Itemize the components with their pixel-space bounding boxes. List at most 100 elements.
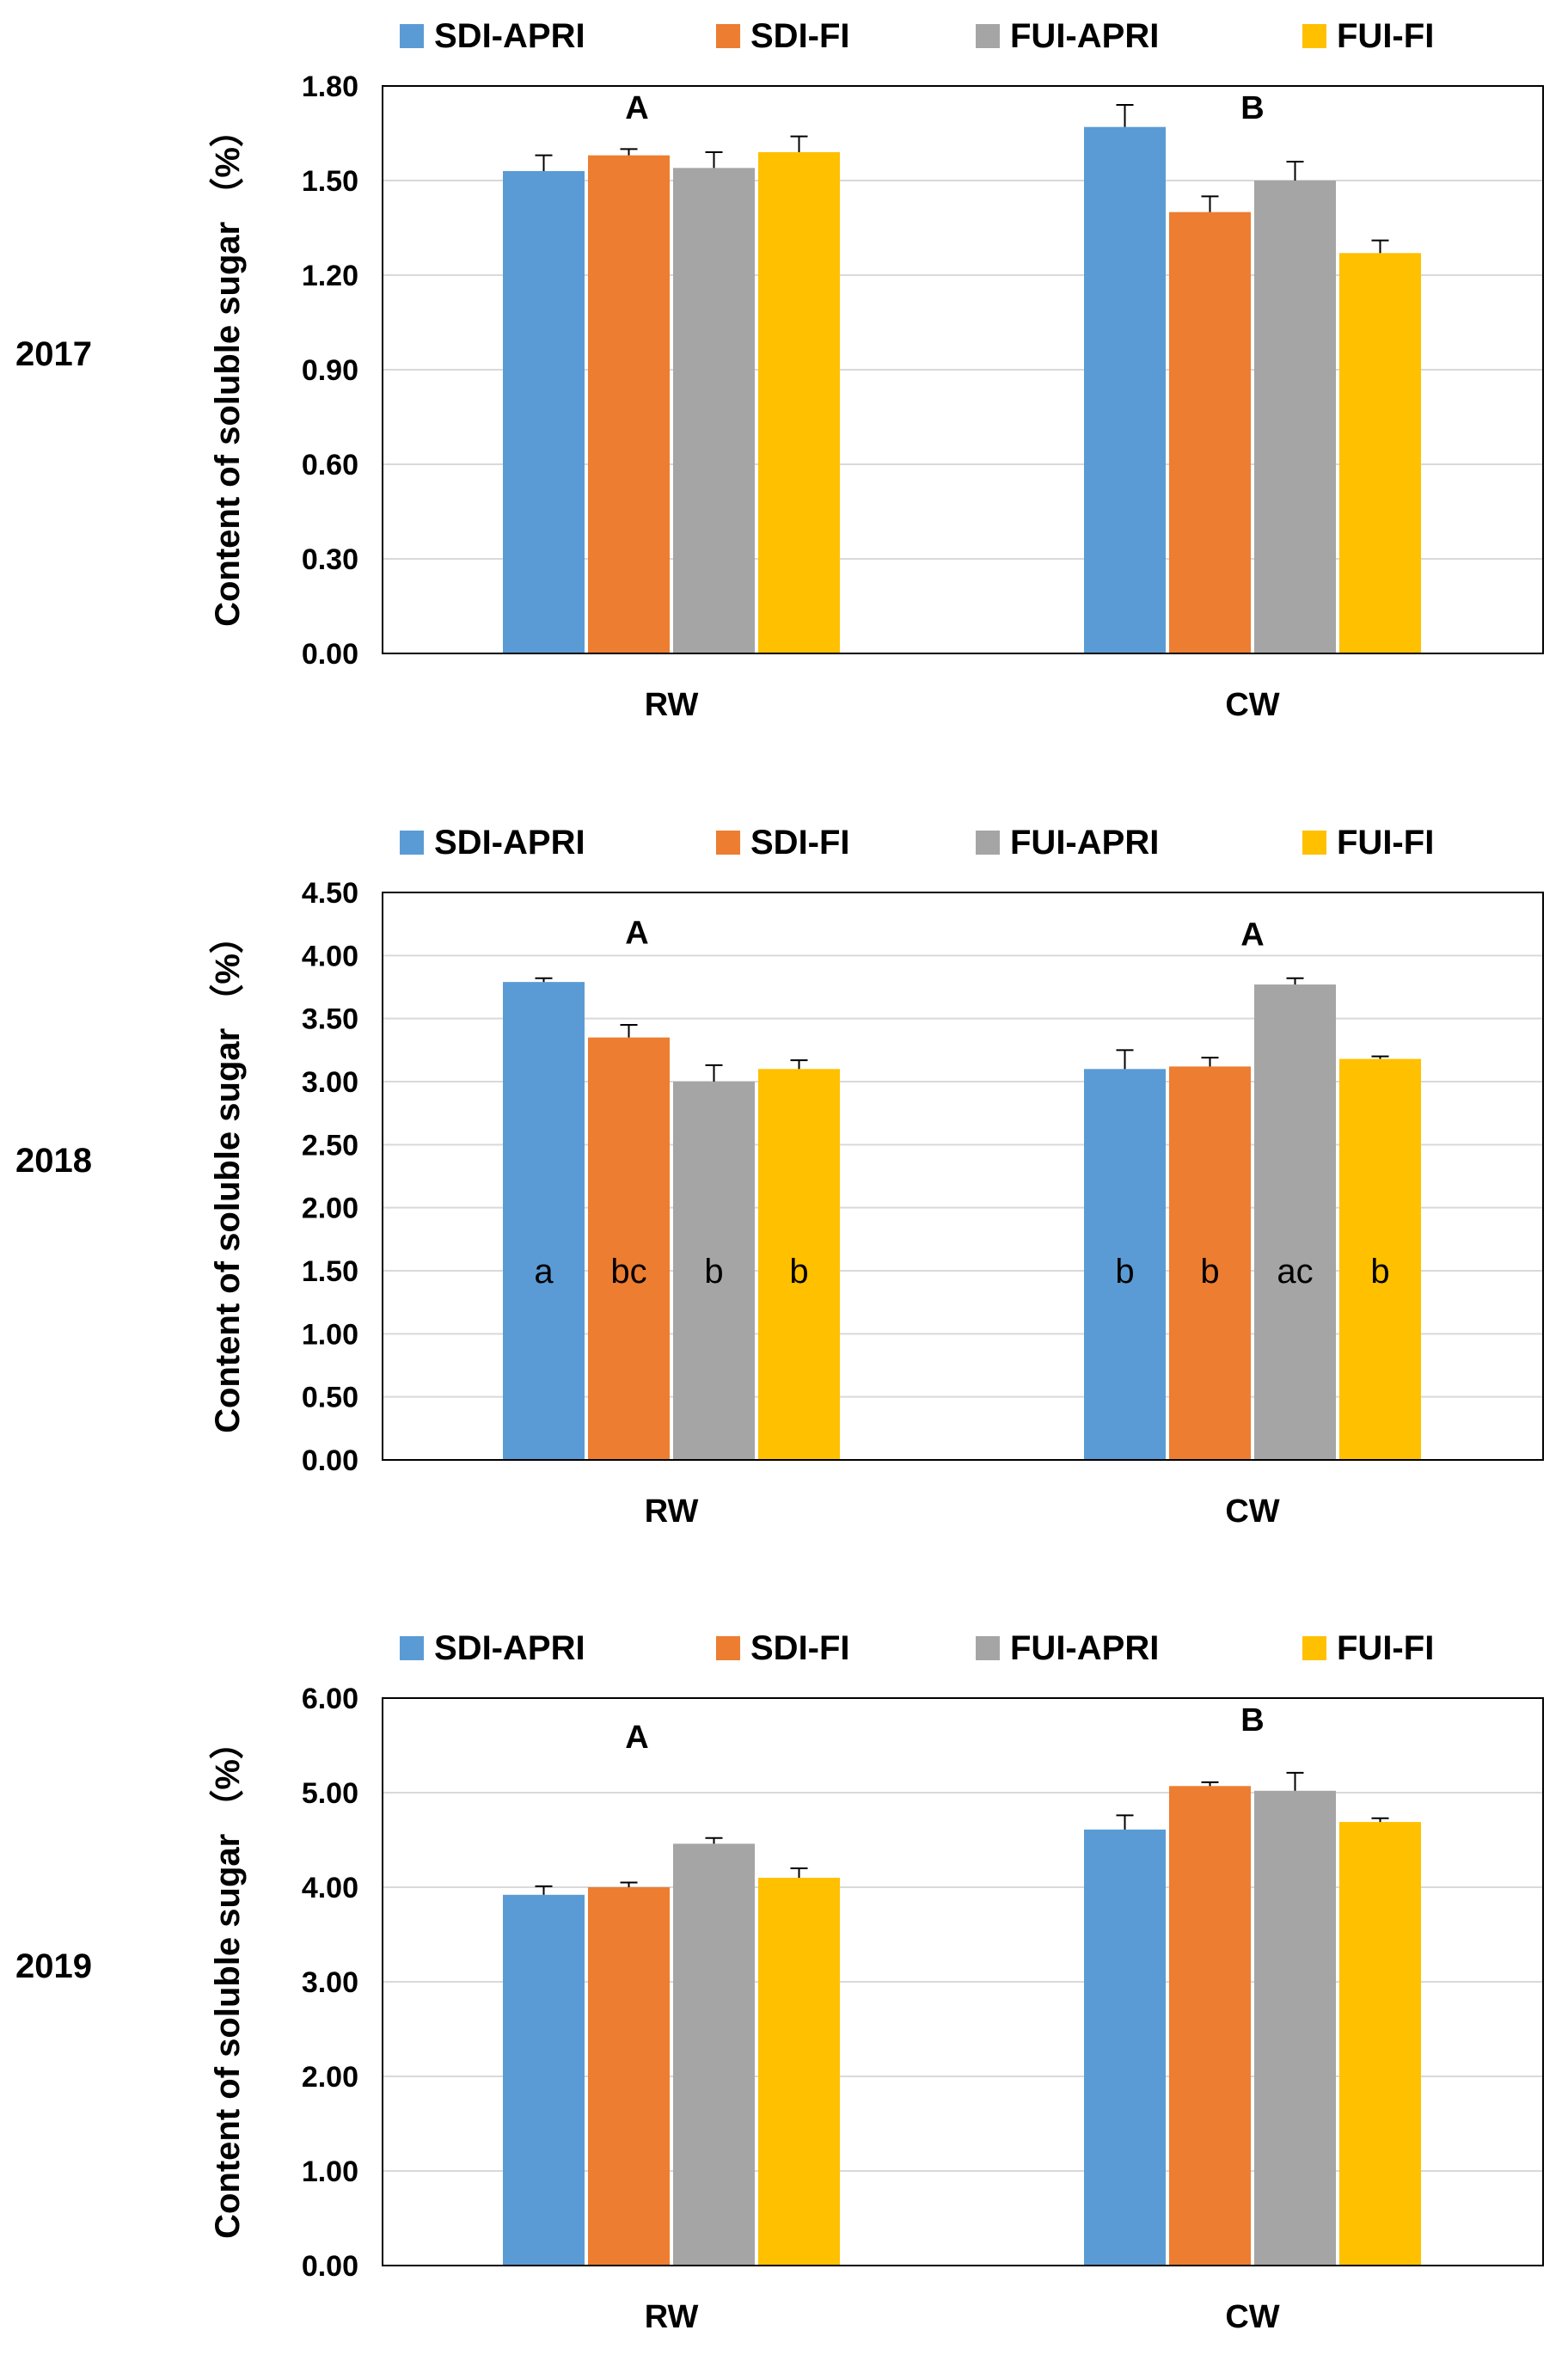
group-significance-letter: A xyxy=(625,90,648,126)
legend-swatch-sdi-apri xyxy=(400,1636,424,1660)
bar-sdi-apri-rw xyxy=(503,982,585,1460)
bar-fui-apri-rw xyxy=(673,1843,755,2266)
bar-significance-letter: ac xyxy=(1277,1253,1313,1291)
legend-label-sdi-fi: SDI-FI xyxy=(750,17,850,55)
legend-swatch-fui-apri xyxy=(976,831,1000,855)
bar-sdi-fi-rw xyxy=(588,155,670,653)
y-axis-label: Content of soluble sugar （%） xyxy=(209,1725,247,2239)
y-tick-label: 2.50 xyxy=(302,1129,358,1162)
legend-label-sdi-fi: SDI-FI xyxy=(750,824,850,862)
y-tick-label: 4.50 xyxy=(302,877,358,910)
y-tick-label: 3.00 xyxy=(302,1966,358,1999)
year-label: 2019 xyxy=(15,1947,92,1985)
group-significance-letter: B xyxy=(1240,90,1264,126)
legend-label-sdi-apri: SDI-APRI xyxy=(434,1629,585,1667)
y-tick-label: 0.90 xyxy=(302,354,358,387)
y-tick-label: 2.00 xyxy=(302,1193,358,1225)
group-significance-letter: A xyxy=(625,916,648,952)
bar-fui-fi-cw xyxy=(1339,1058,1421,1460)
y-tick-label: 1.50 xyxy=(302,1255,358,1288)
bar-sdi-fi-cw xyxy=(1169,1786,1251,2266)
y-tick-label: 0.60 xyxy=(302,449,358,481)
bar-significance-letter: bc xyxy=(610,1253,646,1291)
legend-label-fui-apri: FUI-APRI xyxy=(1010,17,1159,55)
legend-label-fui-fi: FUI-FI xyxy=(1337,17,1434,55)
legend-label-sdi-fi: SDI-FI xyxy=(750,1629,850,1667)
plot-frame xyxy=(382,892,1544,1461)
y-tick-label: 2.00 xyxy=(302,2061,358,2094)
bar-sdi-fi-cw xyxy=(1169,212,1251,653)
bar-fui-fi-rw xyxy=(758,152,840,653)
y-tick-label: 1.50 xyxy=(302,165,358,198)
bar-fui-apri-rw xyxy=(673,1082,755,1460)
bar-fui-fi-cw xyxy=(1339,253,1421,653)
y-tick-label: 1.00 xyxy=(302,1318,358,1351)
y-tick-label: 4.00 xyxy=(302,1872,358,1904)
group-significance-letter: B xyxy=(1240,1702,1264,1738)
bar-fui-apri-cw xyxy=(1254,984,1336,1460)
chart-panel-2018: 0.00 0.50 1.00 1.50 2.00 2.50 3.00 3.50 4.00 4.50… xyxy=(15,824,1544,1530)
bar-sdi-apri-rw xyxy=(503,171,585,653)
legend-swatch-sdi-apri xyxy=(400,24,424,48)
chart-panel-2017: 0.00 0.30 0.60 0.90 1.20 1.50 1.80 RW A CW B SDI-AP… xyxy=(15,17,1544,723)
bar-sdi-apri-cw xyxy=(1084,1829,1166,2266)
legend-swatch-fui-fi xyxy=(1302,1636,1326,1660)
legend-label-sdi-apri: SDI-APRI xyxy=(434,17,585,55)
y-tick-label: 0.00 xyxy=(302,2250,358,2283)
plot-frame xyxy=(382,1697,1544,2266)
bar-fui-apri-cw xyxy=(1254,181,1336,653)
x-category-label: RW xyxy=(645,687,699,723)
legend-swatch-fui-fi xyxy=(1302,24,1326,48)
x-category-label: CW xyxy=(1225,1493,1279,1530)
y-tick-label: 5.00 xyxy=(302,1777,358,1810)
y-tick-label: 4.00 xyxy=(302,940,358,972)
x-category-label: CW xyxy=(1225,2299,1279,2335)
bar-sdi-fi-rw xyxy=(588,1887,670,2266)
bar-fui-fi-cw xyxy=(1339,1822,1421,2266)
legend-swatch-sdi-apri xyxy=(400,831,424,855)
y-tick-label: 0.50 xyxy=(302,1382,358,1414)
plot-frame xyxy=(382,85,1544,654)
y-tick-label: 3.00 xyxy=(302,1066,358,1099)
bar-significance-letter: b xyxy=(1200,1253,1219,1291)
legend-swatch-fui-apri xyxy=(976,24,1000,48)
y-tick-label: 0.00 xyxy=(302,638,358,671)
y-axis-label: Content of soluble sugar （%） xyxy=(209,113,247,627)
x-category-label: CW xyxy=(1225,687,1279,723)
legend-swatch-fui-apri xyxy=(976,1636,1000,1660)
group-significance-letter: A xyxy=(1240,917,1264,954)
bar-significance-letter: b xyxy=(1115,1253,1134,1291)
legend-swatch-sdi-fi xyxy=(716,24,740,48)
legend-label-fui-apri: FUI-APRI xyxy=(1010,1629,1159,1667)
bar-fui-fi-rw xyxy=(758,1069,840,1460)
bar-sdi-fi-cw xyxy=(1169,1066,1251,1460)
legend-label-fui-fi: FUI-FI xyxy=(1337,1629,1434,1667)
bar-significance-letter: b xyxy=(1370,1253,1389,1291)
legend-label-fui-fi: FUI-FI xyxy=(1337,824,1434,862)
y-tick-label: 1.00 xyxy=(302,2155,358,2188)
legend-label-sdi-apri: SDI-APRI xyxy=(434,824,585,862)
bar-fui-fi-rw xyxy=(758,1878,840,2266)
year-label: 2018 xyxy=(15,1142,92,1180)
y-tick-label: 0.00 xyxy=(302,1444,358,1477)
bar-significance-letter: a xyxy=(534,1253,554,1291)
y-tick-label: 0.30 xyxy=(302,543,358,576)
y-tick-label: 1.80 xyxy=(302,71,358,103)
bar-significance-letter: b xyxy=(704,1253,723,1291)
y-tick-label: 1.20 xyxy=(302,260,358,292)
bar-sdi-apri-rw xyxy=(503,1894,585,2266)
x-category-label: RW xyxy=(645,1493,699,1530)
legend-swatch-sdi-fi xyxy=(716,1636,740,1660)
legend-label-fui-apri: FUI-APRI xyxy=(1010,824,1159,862)
bar-significance-letter: b xyxy=(789,1253,808,1291)
bar-sdi-fi-rw xyxy=(588,1037,670,1460)
bar-sdi-apri-cw xyxy=(1084,1069,1166,1460)
y-tick-label: 6.00 xyxy=(302,1683,358,1715)
chart-panel-2019: 0.00 1.00 2.00 3.00 4.00 5.00 6.00 RW A CW B SDI-AP… xyxy=(15,1629,1544,2335)
legend-swatch-fui-fi xyxy=(1302,831,1326,855)
group-significance-letter: A xyxy=(625,1720,648,1756)
x-category-label: RW xyxy=(645,2299,699,2335)
y-tick-label: 3.50 xyxy=(302,1003,358,1036)
